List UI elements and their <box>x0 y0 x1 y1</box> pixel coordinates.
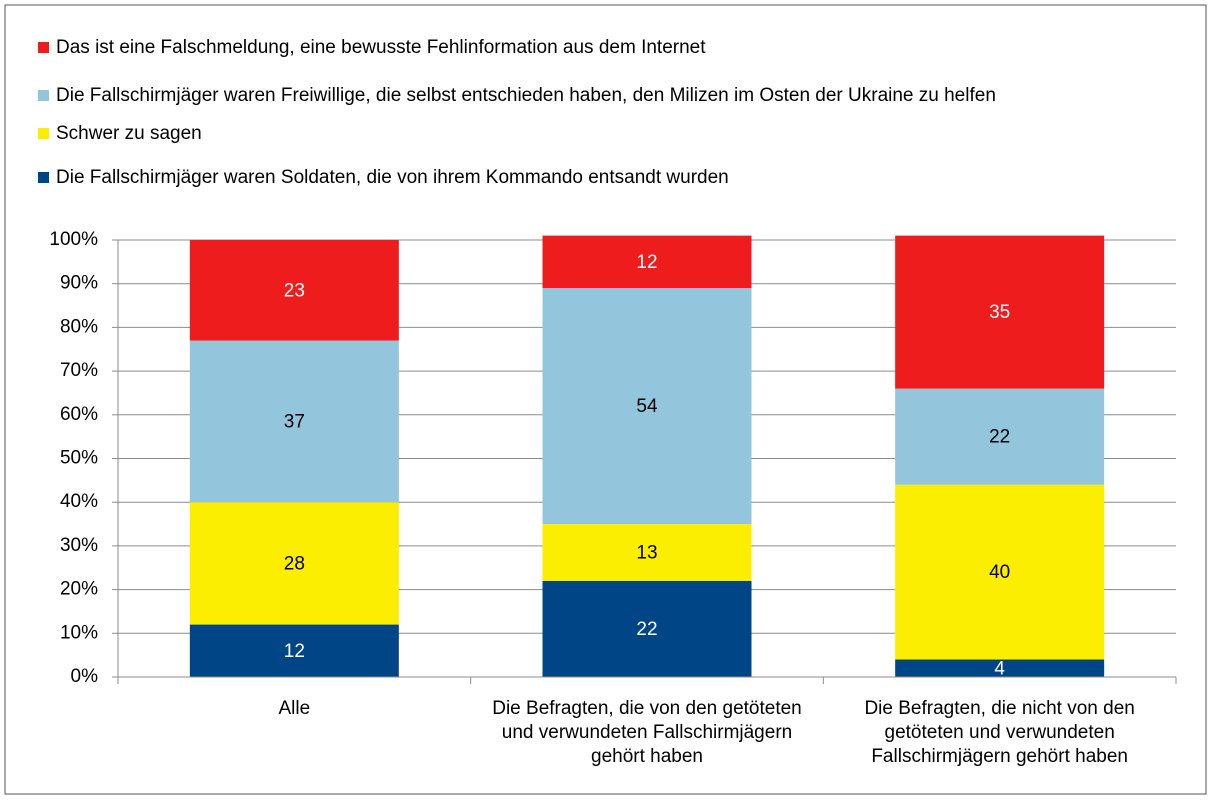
data-label: 35 <box>989 302 1010 323</box>
bar-segment <box>542 235 752 289</box>
legend-label: Schwer zu sagen <box>56 123 202 144</box>
bar-segment <box>895 659 1105 677</box>
data-label: 12 <box>284 641 305 662</box>
data-label: 13 <box>636 542 657 563</box>
data-label: 12 <box>636 252 657 273</box>
legend-swatch <box>38 128 49 139</box>
legend-label: Das ist eine Falschmeldung, eine bewusst… <box>56 37 706 58</box>
data-label: 54 <box>636 396 658 417</box>
bar-segment <box>189 340 399 503</box>
data-label: 28 <box>284 553 305 574</box>
bar-segment <box>542 580 752 677</box>
y-tick-label: 20% <box>60 579 98 600</box>
legend-label: Die Fallschirmjäger waren Soldaten, die … <box>56 167 729 188</box>
bar-segment <box>895 388 1105 485</box>
y-tick-label: 50% <box>60 448 98 469</box>
legend-swatch <box>38 90 49 101</box>
x-tick-label: Alle <box>278 698 311 719</box>
bar-segment <box>189 240 399 341</box>
y-tick-label: 70% <box>60 360 98 381</box>
y-tick-label: 10% <box>60 622 98 643</box>
x-tick-label: Die Befragten, die von den getöteten und… <box>492 698 802 767</box>
legend-swatch <box>38 172 49 183</box>
y-tick-label: 90% <box>60 273 98 294</box>
bar-segment <box>895 484 1105 660</box>
y-tick-label: 100% <box>49 229 98 250</box>
y-tick-label: 60% <box>60 404 98 425</box>
bar-segment <box>542 288 752 525</box>
bar-segment <box>542 524 752 581</box>
bar-segment <box>895 235 1105 389</box>
bar-segment <box>189 502 399 625</box>
data-label: 23 <box>284 280 305 301</box>
y-tick-label: 40% <box>60 491 98 512</box>
legend-swatch <box>38 42 49 53</box>
bar-segment <box>189 624 399 677</box>
data-label: 4 <box>994 658 1005 679</box>
y-tick-label: 80% <box>60 316 98 337</box>
data-label: 22 <box>989 427 1010 448</box>
data-label: 37 <box>284 411 305 432</box>
y-tick-label: 0% <box>71 666 99 687</box>
legend-label: Die Fallschirmjäger waren Freiwillige, d… <box>56 85 996 106</box>
x-tick-label: Die Befragten, die nicht von den getötet… <box>864 698 1135 767</box>
data-label: 40 <box>989 562 1010 583</box>
y-tick-label: 30% <box>60 535 98 556</box>
data-label: 22 <box>636 619 657 640</box>
